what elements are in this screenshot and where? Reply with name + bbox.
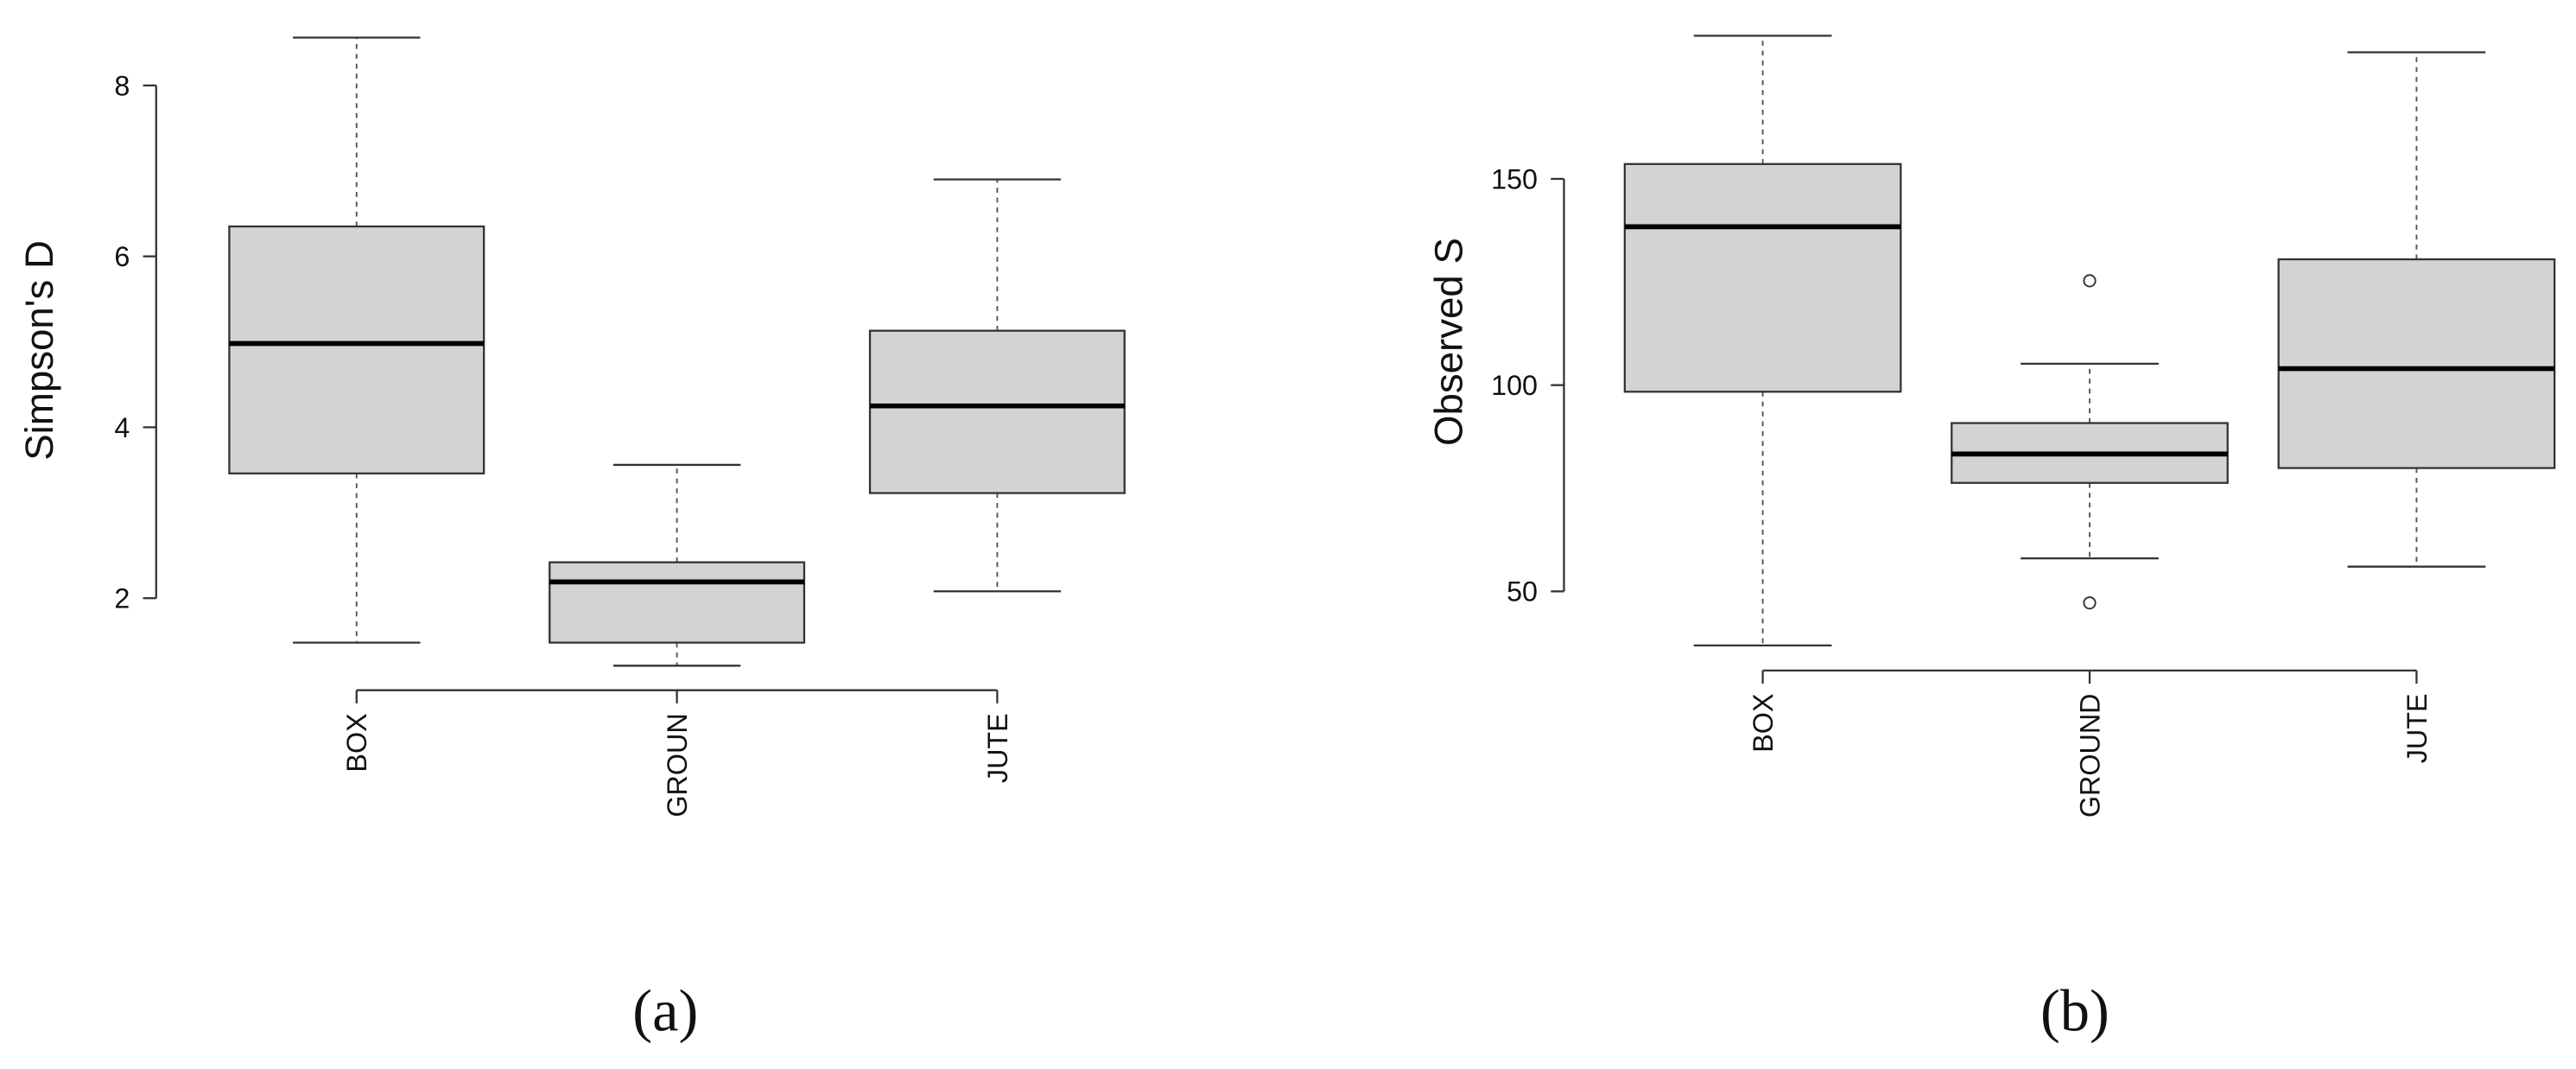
x-tick-label: BOX (1748, 693, 1779, 752)
y-tick-label: 50 (1507, 576, 1538, 608)
box (1623, 162, 1902, 393)
outlier (2083, 274, 2097, 288)
y-tick-label: 100 (1491, 370, 1538, 401)
y-tick-label: 8 (114, 70, 130, 101)
outlier (2083, 596, 2097, 610)
y-axis-label: Observed S (1427, 238, 1471, 446)
x-tick-label: BOX (341, 713, 372, 772)
box (2277, 258, 2556, 469)
y-tick-label: 6 (114, 241, 130, 272)
x-tick-label: GROUN (662, 713, 693, 817)
x-tick-label: JUTE (2402, 693, 2433, 763)
y-axis-label: Simpson's D (17, 240, 61, 461)
box (549, 561, 806, 644)
caption: (b) (2040, 977, 2110, 1043)
box (228, 225, 485, 474)
x-tick-label: GROUND (2074, 693, 2105, 818)
y-tick-label: 2 (114, 583, 130, 614)
x-tick-label: JUTE (982, 713, 1013, 783)
y-tick-label: 150 (1491, 163, 1538, 194)
box (868, 329, 1126, 494)
y-tick-label: 4 (114, 412, 130, 443)
caption: (a) (632, 977, 698, 1043)
